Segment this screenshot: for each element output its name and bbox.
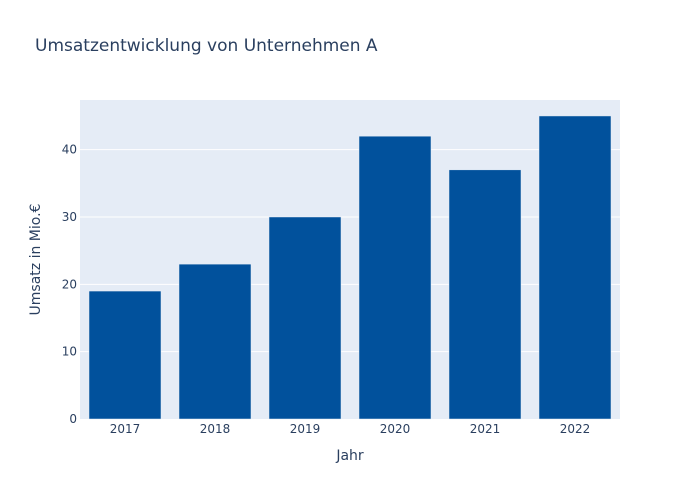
y-tick-label: 20 bbox=[62, 277, 77, 291]
x-tick-label: 2018 bbox=[200, 422, 231, 436]
y-tick-label: 10 bbox=[62, 345, 77, 359]
bar-2018[interactable] bbox=[178, 263, 252, 420]
plot-area bbox=[80, 100, 620, 419]
y-axis-label: Umsatz in Mio.€ bbox=[28, 204, 44, 316]
x-tick-label: 2020 bbox=[380, 422, 411, 436]
bar-2020[interactable] bbox=[358, 135, 432, 420]
x-tick-label: 2019 bbox=[290, 422, 321, 436]
x-axis-label: Jahr bbox=[335, 448, 364, 464]
bar-2017[interactable] bbox=[88, 290, 162, 420]
chart-title: Umsatzentwicklung von Unternehmen A bbox=[35, 36, 378, 56]
bar-2021[interactable] bbox=[448, 169, 522, 420]
y-tick-label: 0 bbox=[69, 412, 77, 426]
y-tick-label: 30 bbox=[62, 210, 77, 224]
x-tick-label: 2021 bbox=[470, 422, 501, 436]
bar-2022[interactable] bbox=[538, 115, 612, 420]
x-tick-label: 2017 bbox=[110, 422, 141, 436]
bar-2019[interactable] bbox=[268, 216, 342, 420]
y-tick-label: 40 bbox=[62, 143, 77, 157]
x-tick-label: 2022 bbox=[560, 422, 591, 436]
